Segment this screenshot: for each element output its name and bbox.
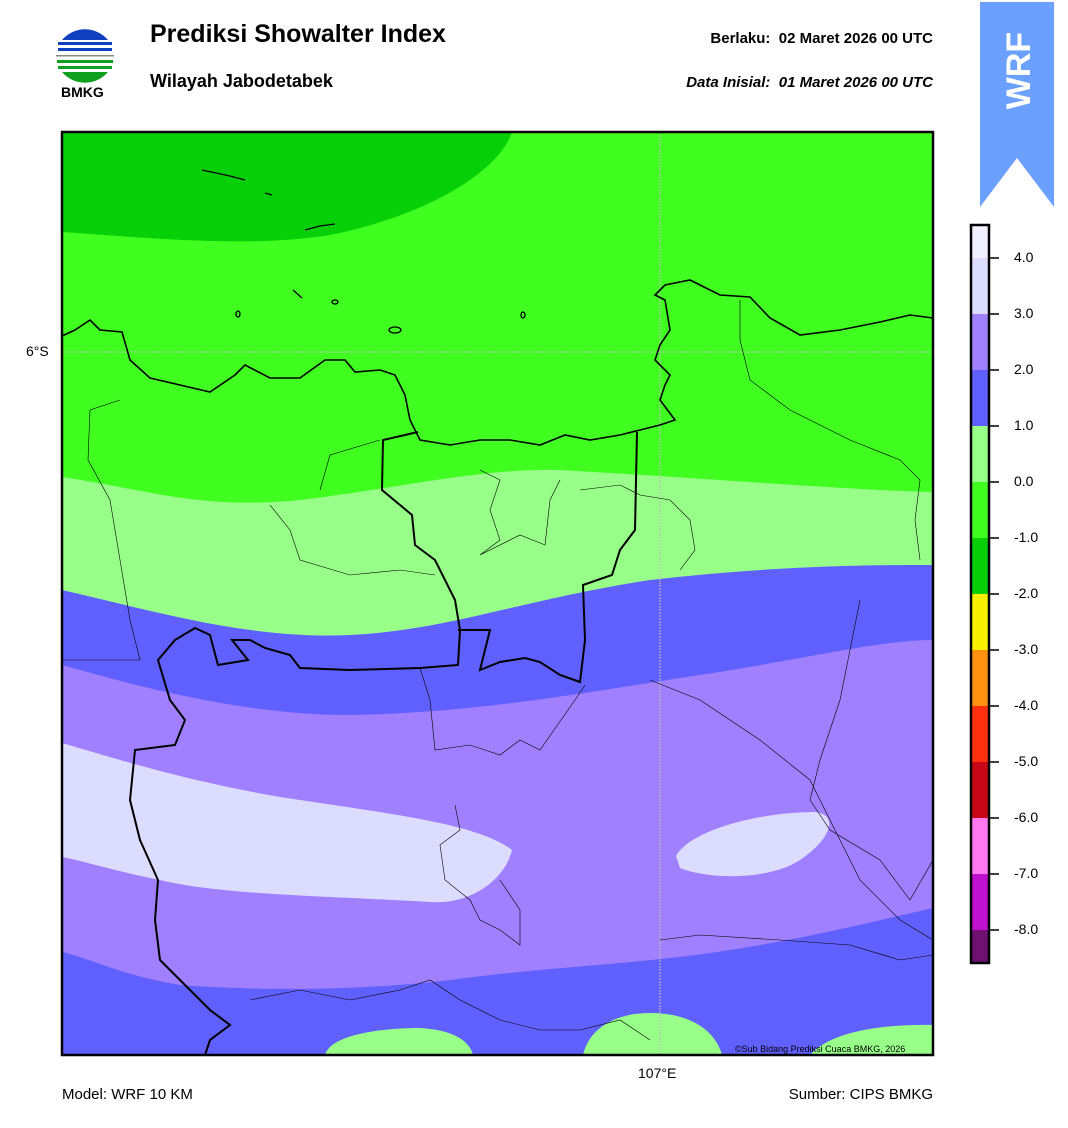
regency-borders — [62, 300, 934, 1041]
colorbar-segment — [971, 706, 989, 762]
coastline — [61, 279, 934, 446]
colorbar-tick-label: -2.0 — [1014, 585, 1039, 601]
source-label: Sumber: CIPS BMKG — [788, 1086, 933, 1103]
map-frame — [60, 130, 935, 1057]
colorbar-segment — [971, 538, 989, 594]
wrf-badge-text: WRF — [985, 20, 1055, 120]
colorbar-segment — [971, 370, 989, 426]
colorbar-segment — [971, 314, 989, 370]
longitude-label: 107°E — [638, 1065, 677, 1081]
colorbar-tick-label: -4.0 — [1014, 697, 1039, 713]
colorbar-tick-label: 3.0 — [1014, 305, 1034, 321]
colorbar-segment — [971, 650, 989, 706]
colorbar-segment — [971, 930, 989, 963]
valid-time: Berlaku: 02 Maret 2026 00 UTC — [710, 30, 933, 47]
colorbar-segment — [971, 426, 989, 482]
model-label: Model: WRF 10 KM — [62, 1086, 193, 1103]
colorbar-segment — [971, 762, 989, 818]
colorbar-tick-label: 0.0 — [1014, 473, 1034, 489]
colorbar-segment — [971, 594, 989, 650]
colorbar-tick-label: 1.0 — [1014, 417, 1034, 433]
colorbar-segment — [971, 874, 989, 930]
colorbar-tick-label: -7.0 — [1014, 865, 1039, 881]
colorbar-tick-label: 2.0 — [1014, 361, 1034, 377]
logo-text: BMKG — [61, 84, 104, 100]
page-title: Prediksi Showalter Index — [150, 20, 446, 48]
colorbar-segment — [971, 482, 989, 538]
wrf-badge — [980, 2, 1054, 207]
colorbar-tick-label: 4.0 — [1014, 249, 1034, 265]
colorbar — [969, 223, 999, 965]
colorbar-tick-label: -6.0 — [1014, 809, 1039, 825]
showalter-contours — [62, 132, 933, 1055]
colorbar-tick-label: -8.0 — [1014, 921, 1039, 937]
copyright-text: ©Sub Bidang Prediksi Cuaca BMKG, 2026 — [735, 1044, 906, 1054]
province-border-east — [458, 431, 638, 684]
wrf-label: WRF — [1000, 31, 1039, 109]
colorbar-segment — [971, 225, 989, 258]
province-border — [128, 431, 462, 1056]
colorbar-segment — [971, 258, 989, 314]
colorbar-segment — [971, 818, 989, 874]
initial-time: Data Inisial: 01 Maret 2026 00 UTC — [686, 74, 933, 91]
region-subtitle: Wilayah Jabodetabek — [150, 71, 333, 91]
colorbar-tick-label: -5.0 — [1014, 753, 1039, 769]
bmkg-logo — [55, 26, 115, 86]
islands — [201, 169, 526, 334]
colorbar-tick-label: -1.0 — [1014, 529, 1039, 545]
latitude-label: 6°S — [26, 343, 49, 359]
colorbar-tick-label: -3.0 — [1014, 641, 1039, 657]
